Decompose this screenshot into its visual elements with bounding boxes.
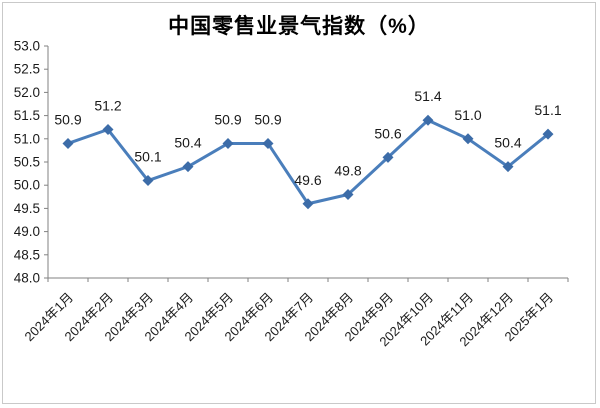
marker-diamond <box>382 151 394 163</box>
data-label: 50.9 <box>214 111 241 127</box>
data-label: 50.4 <box>494 135 521 151</box>
y-tick-label: 51.0 <box>14 131 40 146</box>
marker-diamond <box>342 188 354 200</box>
marker-diamond <box>302 198 314 210</box>
data-label: 50.6 <box>374 125 401 141</box>
chart-frame: 48.0 48.5 49.0 49.5 50.0 50.5 51.0 51.5 52.0 52.5… <box>2 2 596 404</box>
data-label: 51.2 <box>94 98 121 114</box>
marker-diamond <box>62 137 74 149</box>
data-label: 50.9 <box>54 111 81 127</box>
y-tick-label: 50.0 <box>14 178 40 193</box>
marker-diamond <box>542 128 554 140</box>
marker-diamond <box>182 161 194 173</box>
data-label: 50.9 <box>254 111 281 127</box>
marker-diamond <box>222 137 234 149</box>
marker-diamond <box>102 124 114 136</box>
data-label: 51.4 <box>414 88 441 104</box>
y-tick-label: 52.5 <box>14 62 40 77</box>
line-chart: 48.0 48.5 49.0 49.5 50.0 50.5 51.0 51.5 52.0 52.5… <box>14 39 569 349</box>
marker-diamond <box>262 137 274 149</box>
data-label: 50.4 <box>174 135 201 151</box>
y-tick-label: 48.0 <box>14 271 40 286</box>
marker-diamond <box>462 133 474 145</box>
data-label: 50.1 <box>134 149 161 165</box>
y-tick-label: 49.5 <box>14 201 40 216</box>
y-tick-label: 49.0 <box>14 224 40 239</box>
data-label: 51.0 <box>454 107 481 123</box>
marker-diamond <box>422 114 434 126</box>
chart-title: 中国零售业景气指数（%） <box>168 15 430 38</box>
data-label: 49.6 <box>294 172 321 188</box>
y-tick-label: 50.5 <box>14 155 40 170</box>
marker-diamond <box>142 175 154 187</box>
y-tick-label: 51.5 <box>14 108 40 123</box>
marker-diamond <box>502 161 514 173</box>
data-label: 49.8 <box>334 162 361 178</box>
y-tick-label: 52.0 <box>14 85 40 100</box>
data-label: 51.1 <box>534 102 561 118</box>
y-tick-label: 48.5 <box>14 247 40 262</box>
y-tick-label: 53.0 <box>14 39 40 54</box>
